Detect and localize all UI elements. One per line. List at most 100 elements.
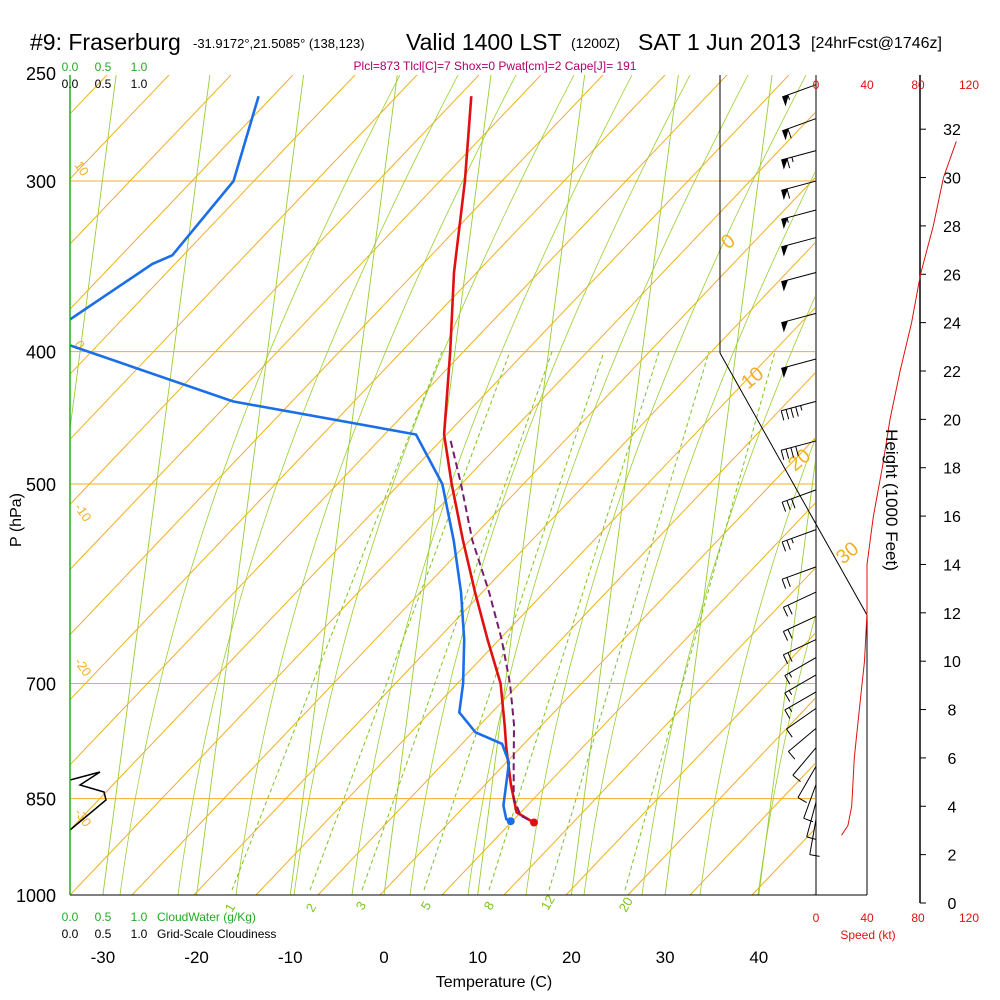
cloudwater-tick-top: 0.5: [95, 60, 112, 74]
pressure-tick-label: 500: [26, 475, 56, 495]
mixing-ratio-label: 20: [616, 894, 636, 914]
barb-staff: [809, 819, 817, 855]
temperature-tick-label: -20: [184, 948, 209, 967]
wind-barb: [797, 766, 817, 803]
mixing-ratio-line: [309, 351, 511, 891]
dry-adiabat-line: [379, 437, 815, 895]
height-tick-label: 32: [943, 122, 961, 139]
dry-adiabat-line: [70, 75, 728, 766]
dewpoint-line: [70, 95, 512, 823]
wind-barb: [781, 180, 817, 201]
barb-staff: [781, 312, 817, 324]
temperature-tick-label: 40: [749, 948, 768, 967]
cloudwater-axis-title: CloudWater (g/Kg): [157, 910, 256, 924]
moist-adiabat-label: 30: [832, 538, 863, 569]
dry-adiabat-line: [70, 75, 356, 375]
dry-adiabat-line: [70, 75, 790, 831]
isotherm-line: [0, 73, 23, 895]
cloudwater-tick-top: 0.0: [62, 60, 79, 74]
barb-feather: [786, 188, 791, 199]
barb-feather: [787, 128, 792, 139]
barb-pennant: [781, 320, 788, 333]
dry-adiabat-line: [0, 0, 324, 895]
speed-tick-top: 120: [959, 78, 979, 92]
moist-adiabat-line: [235, 75, 517, 895]
wind-barb: [786, 707, 817, 738]
cloudwater-tick-bottom: 1.0: [131, 910, 148, 924]
height-tick-label: 20: [943, 412, 961, 429]
barb-feather: [791, 498, 796, 509]
height-tick-label: 10: [943, 654, 961, 671]
barb-staff: [783, 591, 817, 608]
barb-pennant: [781, 366, 788, 378]
barb-staff: [782, 489, 817, 503]
barb-staff: [797, 766, 817, 798]
wind-barb: [806, 801, 817, 840]
barb-staff: [792, 747, 817, 776]
wind-barb: [782, 639, 817, 665]
wind-barb: [792, 747, 817, 783]
dry-adiabat-line: [70, 75, 604, 636]
temperature-tick-label: -30: [91, 948, 116, 967]
moist-adiabat-line: [119, 75, 401, 895]
speed-tick-bottom: 80: [911, 911, 925, 925]
height-tick-label: 18: [943, 461, 961, 478]
mixing-ratio-label: 12: [538, 892, 558, 912]
barb-feather: [809, 854, 820, 857]
barb-feather: [786, 728, 793, 738]
dry-adiabat-line: [441, 502, 815, 895]
dry-adiabat-line: [70, 75, 542, 571]
height-tick-label: 30: [943, 171, 961, 188]
pressure-tick-label: 850: [26, 790, 56, 810]
speed-tick-top: 40: [860, 78, 874, 92]
barb-pennant: [782, 94, 789, 107]
barb-staff: [781, 358, 817, 369]
barb-half-feather: [788, 672, 793, 678]
barb-staff: [781, 271, 817, 283]
moist-adiabat-line: [525, 75, 807, 895]
isotherm-line: [664, 75, 773, 895]
height-tick-label: 16: [943, 509, 961, 526]
moist-adiabat-line: [351, 75, 633, 895]
barb-staff: [788, 727, 817, 752]
temperature-tick-label: 10: [468, 948, 487, 967]
speed-tick-top: 80: [911, 78, 925, 92]
dry-adiabat-line: [70, 75, 108, 115]
wind-barb: [782, 118, 817, 141]
surface-dewpoint-marker: [506, 817, 515, 826]
barb-staff: [783, 615, 817, 632]
barb-feather: [781, 578, 787, 589]
parcel-line: [449, 440, 535, 824]
wind-barb: [781, 150, 817, 170]
barb-half-feather: [788, 707, 793, 712]
pressure-tick-label: 250: [26, 64, 56, 84]
mixing-ratio-label: 8: [481, 899, 498, 913]
height-speed-panel: 0246810121416182022242628303200404080801…: [813, 75, 979, 925]
barb-feather: [784, 675, 791, 685]
moist-adiabat-line: [583, 171, 815, 895]
moist-adiabat-line: [757, 615, 815, 895]
barb-feather: [784, 692, 791, 702]
wind-barb: [782, 615, 817, 641]
dry-adiabat-line: [565, 632, 815, 895]
dry-adiabat-line: [627, 697, 815, 895]
barb-feather: [782, 607, 789, 617]
frame-diagonal: [719, 352, 868, 616]
barb-feather: [797, 797, 807, 803]
barb-feather: [787, 652, 793, 662]
wind-barb: [781, 237, 817, 257]
barb-pennant: [782, 128, 789, 141]
barb-feather: [803, 817, 814, 823]
valid-date: SAT 1 Jun 2013: [638, 29, 801, 55]
barb-staff: [784, 657, 817, 676]
barb-feather: [795, 406, 799, 417]
height-tick-label: 28: [943, 219, 961, 236]
dry-adiabat-line: [751, 828, 815, 895]
zulu-time: (1200Z): [571, 35, 620, 51]
isotherm-line: [289, 75, 398, 895]
isotherm-line: [102, 75, 211, 895]
barb-feather: [790, 447, 794, 458]
dry-adiabat-line: [813, 893, 815, 895]
cloudwater-tick-top: 1.0: [131, 60, 148, 74]
dry-adiabat-label: -10: [72, 500, 95, 524]
